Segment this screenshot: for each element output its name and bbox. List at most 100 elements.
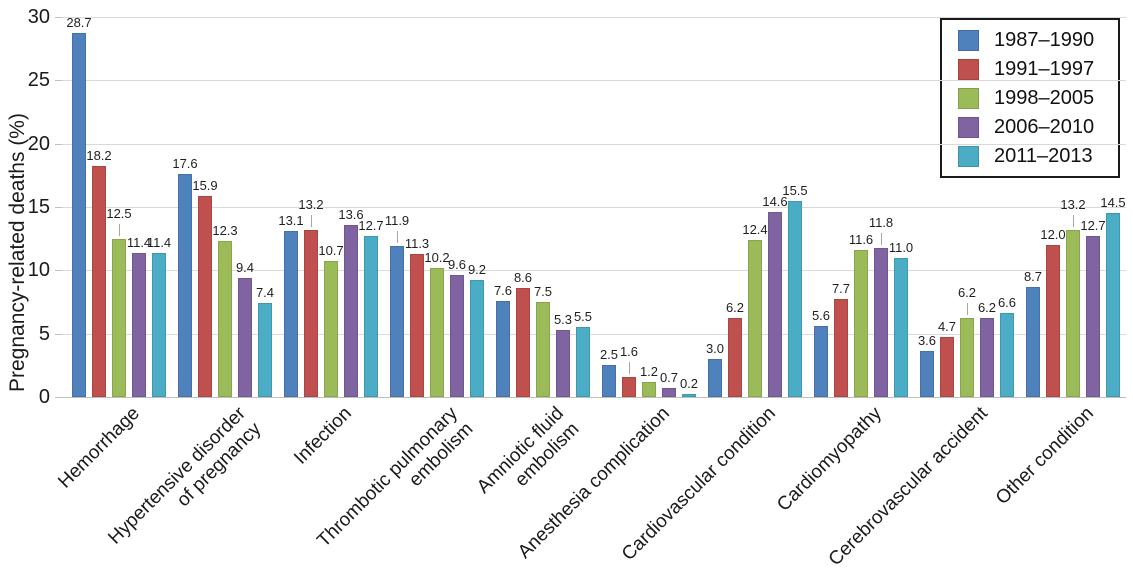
legend-row: 2011–2013 [958,142,1108,171]
leader-line [119,223,120,236]
bar-value-label: 7.5 [533,284,553,299]
bar-value-label: 0.2 [679,376,699,392]
legend-swatch [958,87,979,109]
bar [152,252,166,397]
y-tick-mark [55,143,62,145]
bar-value-label: 13.2 [1060,196,1086,212]
bar [708,359,722,397]
y-tick-label: 5 [38,322,50,345]
y-tick-label: 20 [27,132,50,155]
bar [178,174,192,397]
legend-swatch [958,58,979,80]
legend-label: 1987–1990 [994,28,1095,51]
bar [258,303,272,397]
gridline [62,80,1126,82]
leader-line [311,214,312,227]
x-category-label-line: Other condition [991,403,1098,509]
bar-value-label: 18.2 [86,148,112,164]
bar [556,329,570,397]
legend-swatch [958,29,979,51]
bar [1066,229,1080,397]
bar [920,351,934,397]
bar [874,247,888,397]
bar [390,246,404,397]
gridline [62,17,1126,18]
leader-line [967,303,968,316]
bar [980,318,994,397]
bar-value-label: 6.2 [725,300,745,316]
y-tick-mark [55,270,62,272]
legend-swatch [958,145,979,167]
bar [682,394,696,397]
gridline [62,207,1126,208]
legend-row: 1987–1990 [958,26,1108,55]
bar-value-label: 6.2 [977,300,997,316]
bar-value-label: 15.9 [192,177,218,193]
y-tick-mark [55,397,62,398]
bar-value-label: 14.6 [762,194,788,210]
bar-value-label: 11.6 [848,232,874,248]
legend-row: 1991–1997 [958,55,1108,84]
bar [622,376,636,397]
leader-line [881,232,882,245]
bar [132,252,146,397]
bar-value-label: 10.2 [424,249,450,265]
bar-value-label: 28.7 [66,15,92,31]
bar [1086,236,1100,397]
bar-value-label: 2.5 [599,347,619,363]
legend-row: 2006–2010 [958,113,1108,142]
bar [788,200,802,397]
bar-value-label: 14.5 [1100,195,1126,211]
bar-value-label: 12.0 [1040,227,1066,242]
gridline [62,143,1126,145]
bar-value-label: 17.6 [172,156,198,172]
bar-value-label: 11.4 [126,234,152,250]
bar [72,33,86,397]
bar-value-label: 0.7 [659,370,679,386]
bar-value-label: 15.5 [782,182,808,198]
bar-value-label: 13.6 [338,206,364,222]
bar-value-label: 7.7 [831,281,851,297]
legend-label: 1991–1997 [994,57,1095,80]
bar [324,261,338,397]
bar-value-label: 11.8 [868,214,894,230]
y-tick-mark [55,17,62,18]
bar [430,267,444,397]
bar-value-label: 5.6 [811,308,831,324]
bar [238,277,252,397]
bar-value-label: 9.2 [467,262,487,278]
bar-value-label: 12.3 [212,223,238,239]
y-tick-label: 15 [27,196,50,218]
bar [516,288,530,397]
y-tick-label: 25 [27,69,50,92]
leader-line [629,361,630,374]
bar-value-label: 8.6 [513,270,533,286]
bar-value-label: 12.5 [106,205,132,221]
x-category-label: Hypertensive disorder of pregnancy [58,403,266,578]
bar [496,300,510,397]
bar [894,257,908,397]
bar [470,280,484,397]
y-tick-label: 0 [38,386,50,408]
bar [364,236,378,397]
bar [1000,313,1014,397]
bar [748,239,762,397]
bar [662,388,676,397]
legend-label: 2006–2010 [994,115,1095,138]
y-tick-mark [55,207,62,208]
bar [92,166,106,397]
bar [1026,286,1040,397]
bar-value-label: 5.5 [573,309,593,325]
bar [284,231,298,397]
bar-value-label: 9.4 [235,259,255,275]
gridline [62,270,1126,272]
bar [304,229,318,397]
bar-value-label: 8.7 [1023,268,1043,284]
bar-value-label: 6.2 [957,285,977,301]
bar-value-label: 1.2 [639,363,659,379]
bar [834,299,848,397]
leader-line [397,231,398,244]
bar [1046,245,1060,397]
bar [602,365,616,397]
